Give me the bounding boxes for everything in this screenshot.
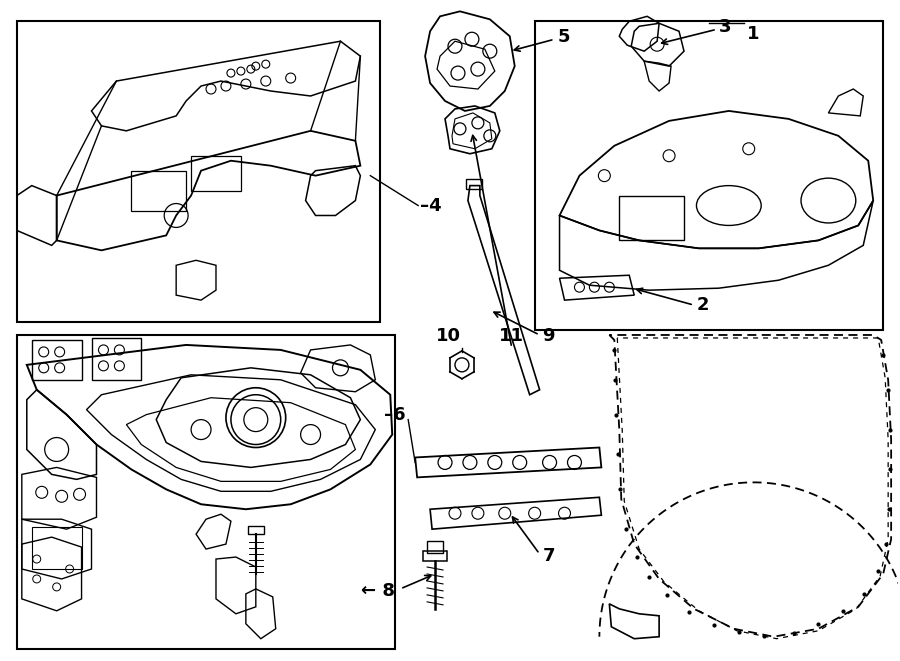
Bar: [191, 156, 241, 190]
Bar: [423, 551, 447, 561]
Bar: [32, 340, 82, 380]
Bar: [619, 196, 684, 241]
Bar: [535, 21, 883, 330]
Text: 3: 3: [719, 19, 732, 36]
Bar: [466, 178, 482, 188]
Text: 1: 1: [747, 25, 760, 43]
Bar: [17, 21, 381, 322]
Text: 7: 7: [543, 547, 555, 565]
Bar: [92, 338, 141, 380]
Text: 5: 5: [557, 28, 570, 46]
Text: 11: 11: [500, 327, 524, 345]
Bar: [32, 527, 82, 569]
Text: –4: –4: [420, 196, 442, 215]
Bar: [131, 171, 186, 210]
Bar: [17, 335, 395, 648]
Bar: [428, 541, 443, 553]
Text: 2: 2: [697, 296, 709, 314]
Text: 9: 9: [543, 327, 555, 345]
Text: –6: –6: [383, 406, 405, 424]
Text: 10: 10: [436, 327, 461, 345]
Text: ← 8: ← 8: [361, 582, 395, 600]
Bar: [248, 526, 264, 534]
